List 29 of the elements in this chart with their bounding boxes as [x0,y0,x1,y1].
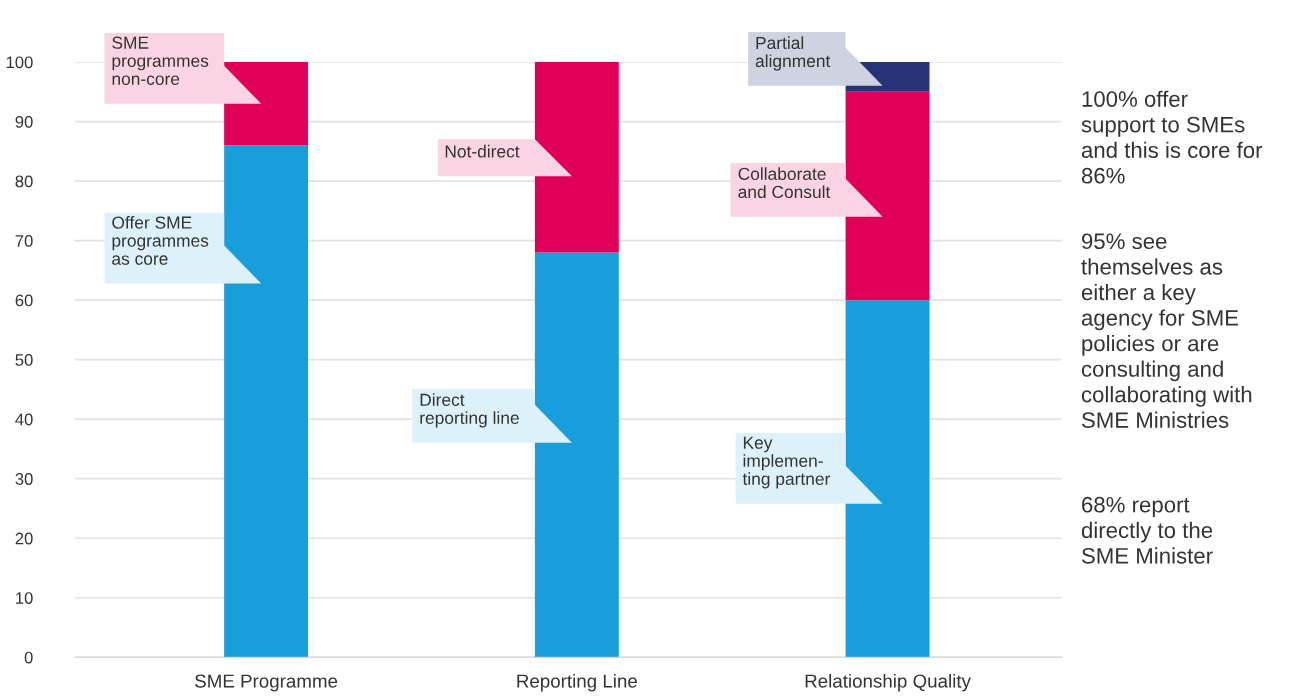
annotation: Not-direct [445,144,520,158]
annotation: Partial alignment [755,36,831,71]
y-tick-label: 70 [15,235,33,247]
x-tick-label: Reporting Line [517,673,637,692]
text: 68% report directly to the SME Minister [1081,496,1213,564]
bar [534,62,619,253]
y-tick-label: 50 [15,354,33,366]
y-tick-label: 90 [15,115,33,128]
annotation: Direct reporting line [420,393,519,428]
annotation: SME programmes non-core [112,36,209,85]
text: 100% offer support to SMEs and this is core for 86% [1081,90,1263,184]
annotation: Collaborate and Consult [738,167,831,199]
bar [845,300,930,658]
y-tick-label: 30 [15,473,33,485]
y-tick-label: 10 [16,592,33,604]
y-tick-label: 40 [15,413,33,426]
y-tick-label: 60 [15,294,33,307]
x-tick-label: Relationship Quality [805,673,971,692]
y-tick-label: 20 [15,532,33,545]
bar [845,91,930,301]
text: 95% see themselves as either a key agency for SME policies or are consulting and collaborating with SME Ministries [1081,233,1252,428]
annotation: Key implemen- ting partner [742,436,831,489]
bar [224,145,309,658]
y-tick-label: 80 [15,175,33,188]
annotation: Offer SME programmes as core [112,216,209,265]
y-tick-label: 0 [24,651,33,664]
x-tick-label: SME Programme [195,674,338,692]
y-tick-label: 100 [6,56,33,69]
bar [534,252,619,658]
